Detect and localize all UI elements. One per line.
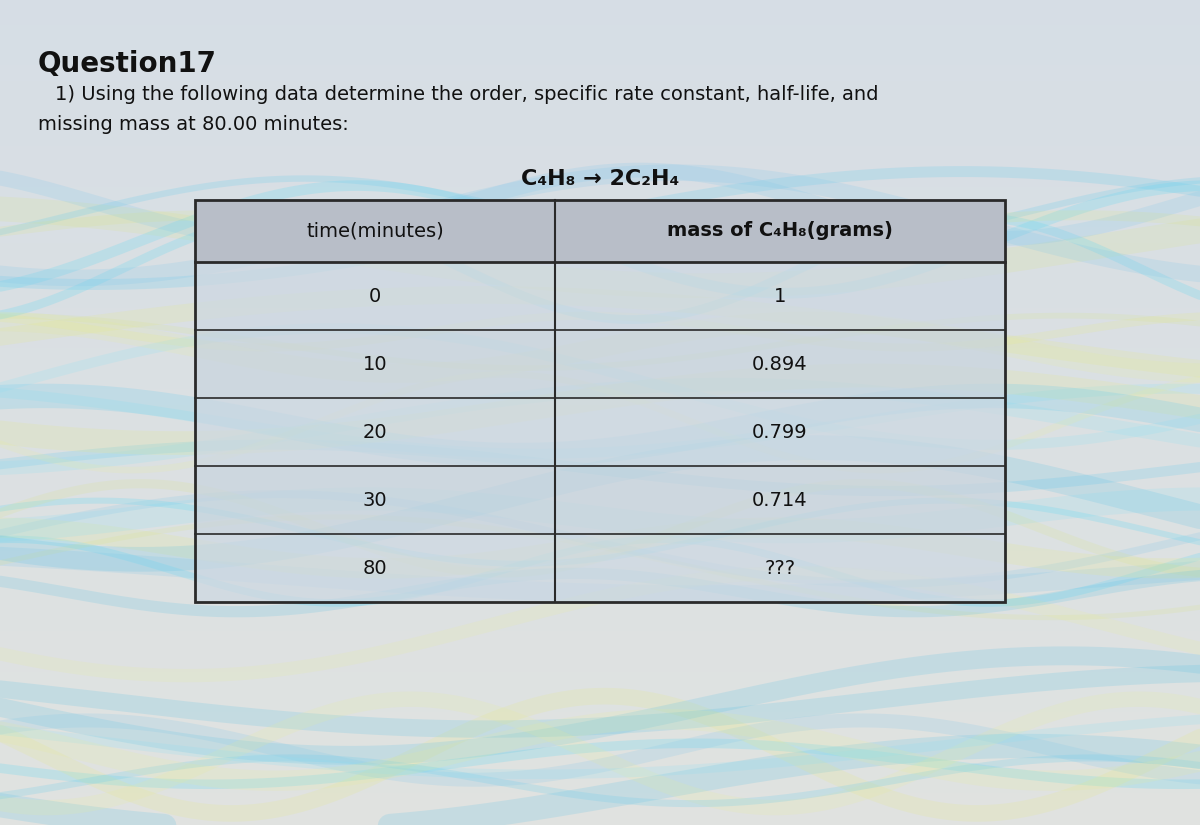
Bar — [194, 398, 1006, 466]
Text: C₄H₈ → 2C₂H₄: C₄H₈ → 2C₂H₄ — [521, 169, 679, 189]
Text: 20: 20 — [362, 422, 388, 441]
Text: 30: 30 — [362, 491, 388, 510]
Text: 0: 0 — [368, 286, 382, 305]
Bar — [194, 534, 1006, 602]
Text: 0.894: 0.894 — [752, 355, 808, 374]
Text: ???: ??? — [764, 559, 796, 578]
Bar — [194, 330, 1006, 398]
Text: 80: 80 — [362, 559, 388, 578]
Text: 1: 1 — [774, 286, 786, 305]
Text: 0.799: 0.799 — [752, 422, 808, 441]
Text: mass of C₄H₈(grams): mass of C₄H₈(grams) — [667, 221, 893, 241]
Bar — [194, 262, 1006, 330]
Text: Question17: Question17 — [38, 50, 217, 78]
Text: time(minutes): time(minutes) — [306, 221, 444, 241]
Text: missing mass at 80.00 minutes:: missing mass at 80.00 minutes: — [38, 115, 349, 134]
Text: 10: 10 — [362, 355, 388, 374]
Text: 1) Using the following data determine the order, specific rate constant, half-li: 1) Using the following data determine th… — [55, 85, 878, 104]
Bar — [194, 466, 1006, 534]
Bar — [194, 200, 1006, 602]
Text: 0.714: 0.714 — [752, 491, 808, 510]
Bar — [194, 200, 1006, 262]
